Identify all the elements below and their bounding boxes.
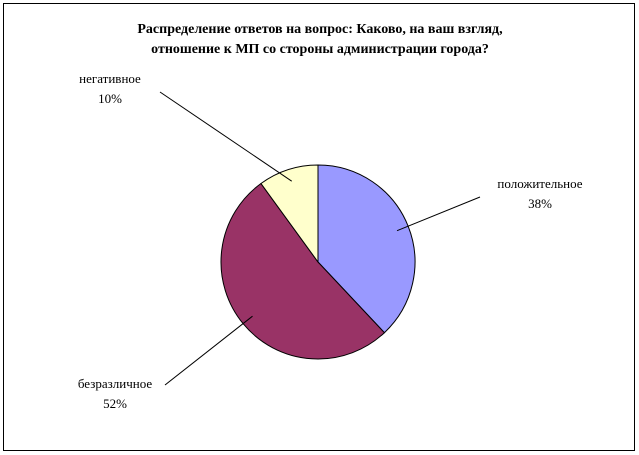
leader-line	[159, 91, 293, 182]
chart-title: отношение к МП со стороны администрации …	[151, 42, 489, 57]
slice-label: негативное	[79, 71, 141, 86]
leader-line	[164, 315, 253, 386]
leader-line	[396, 196, 481, 232]
pie-slice	[260, 164, 319, 264]
slice-value-label: 52%	[103, 396, 127, 411]
slice-value-label: 10%	[98, 91, 122, 106]
slice-label: безразличное	[78, 376, 153, 391]
chart-title: Распределение ответов на вопрос: Каково,…	[137, 22, 502, 37]
slice-label: положительное	[497, 176, 582, 191]
slice-value-label: 38%	[528, 196, 552, 211]
